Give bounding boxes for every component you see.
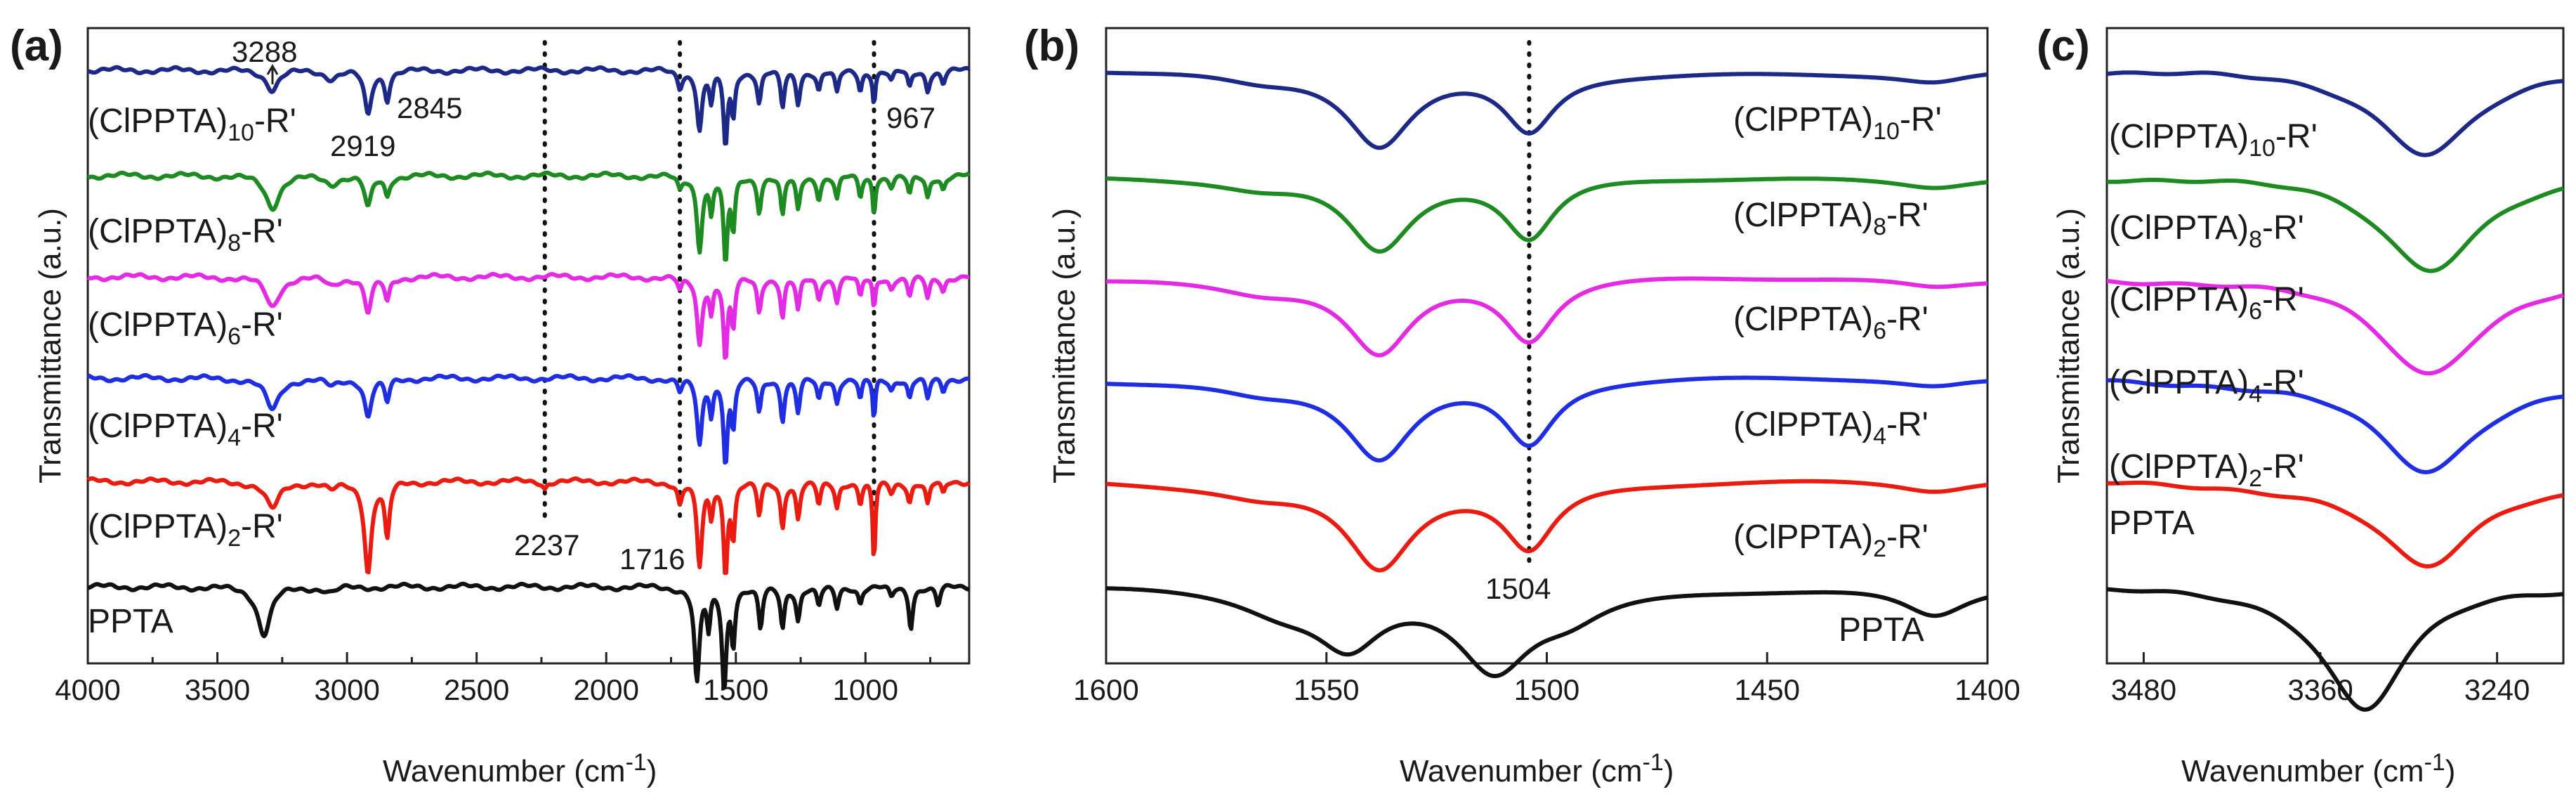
panel-c: (c) 3480 3360 3240 Wavenumber (cm-1) Trans… xyxy=(2037,22,2565,788)
series-line-a-5 xyxy=(86,581,971,690)
series-line-b-4 xyxy=(1105,479,1989,573)
x-tick-label-3500: 3500 xyxy=(185,673,250,706)
series-line-a-2 xyxy=(86,271,971,360)
annotation-2237: 2237 xyxy=(514,528,579,561)
panel-a: (a) 4000 3500 3000 2500 2000 1500 1000 Wavenum… xyxy=(10,22,971,788)
x-tick-label-4000: 4000 xyxy=(55,673,120,706)
series-line-b-1 xyxy=(1105,176,1989,254)
series-line-c-0 xyxy=(2105,70,2565,157)
x-tick-label-1550: 1550 xyxy=(1294,673,1359,706)
series-line-a-1 xyxy=(86,170,971,262)
x-tick-label-1400: 1400 xyxy=(1954,673,2020,706)
panel-b-y-axis-title: Transmittance (a.u.) xyxy=(1047,208,1082,483)
series-line-b-5 xyxy=(1105,586,1989,678)
panel-b-series-label-2: (ClPPTA)2-R' xyxy=(1733,519,1928,562)
panel-c-series-label-6: (ClPPTA)6-R' xyxy=(2109,281,2304,325)
panel-c-series-label-10: (ClPPTA)10-R' xyxy=(2109,118,2318,162)
panel-a-series-label-8: (ClPPTA)8-R' xyxy=(88,213,283,256)
panel-c-plot-frame xyxy=(2105,27,2565,665)
panel-b-series-label-8: (ClPPTA)8-R' xyxy=(1733,197,1928,240)
panel-b-label: (b) xyxy=(1024,22,1079,70)
annotation-3288-arrow xyxy=(266,64,279,84)
annotation-967: 967 xyxy=(886,101,935,134)
panel-b-series-label-10: (ClPPTA)10-R' xyxy=(1733,101,1942,145)
panel-c-series-label-2: (ClPPTA)2-R' xyxy=(2109,448,2304,492)
x-tick-label-1500: 1500 xyxy=(703,673,768,706)
series-line-a-0 xyxy=(86,65,971,146)
annotation-1716: 1716 xyxy=(619,543,685,576)
panel-a-label: (a) xyxy=(10,22,63,70)
series-line-c-5 xyxy=(2105,587,2565,712)
panel-a-y-axis-title: Transmittance (a.u.) xyxy=(33,208,67,483)
panel-a-series-label-2: (ClPPTA)2-R' xyxy=(88,508,283,552)
annotation-2919: 2919 xyxy=(330,129,395,162)
x-tick-label-3480: 3480 xyxy=(2111,673,2176,706)
panel-c-y-axis-title: Transmittance (a.u.) xyxy=(2051,208,2086,483)
panel-a-dotted-lines xyxy=(542,40,876,522)
panel-a-series-label-4: (ClPPTA)4-R' xyxy=(88,408,283,451)
panel-b-x-axis-title: Wavenumber (cm-1) xyxy=(1400,749,1674,788)
panel-c-label: (c) xyxy=(2037,22,2090,70)
x-tick-label-1450: 1450 xyxy=(1735,673,1800,706)
x-tick-label-2000: 2000 xyxy=(574,673,639,706)
x-tick-label-1000: 1000 xyxy=(833,673,898,706)
panel-a-x-ticks: 4000 3500 3000 2500 2000 1500 1000 xyxy=(55,652,932,706)
series-line-b-0 xyxy=(1105,70,1989,150)
panel-a-series-label-6: (ClPPTA)6-R' xyxy=(88,306,283,350)
panel-b-series-label-ppta: PPTA xyxy=(1839,611,1924,649)
x-tick-label-1500: 1500 xyxy=(1514,673,1579,706)
series-line-c-2 xyxy=(2105,278,2565,376)
panel-a-x-axis-title: Wavenumber (cm-1) xyxy=(383,749,657,788)
panel-b: (b) 1600 1550 1500 1450 1400 Wavenumber (cm-… xyxy=(1024,22,2020,788)
panel-a-series-label-10: (ClPPTA)10-R' xyxy=(88,103,296,146)
annotation-3288: 3288 xyxy=(232,35,297,68)
panel-a-series-label-ppta: PPTA xyxy=(88,603,173,640)
panel-c-x-axis-title: Wavenumber (cm-1) xyxy=(2181,749,2455,788)
x-tick-label-2500: 2500 xyxy=(444,673,509,706)
panel-b-x-ticks: 1600 1550 1500 1450 1400 xyxy=(1073,652,2020,706)
x-tick-label-3000: 3000 xyxy=(314,673,379,706)
panel-c-series-label-ppta: PPTA xyxy=(2109,505,2195,542)
series-line-a-4 xyxy=(86,476,971,576)
panel-b-series-label-6: (ClPPTA)6-R' xyxy=(1733,301,1928,344)
panel-c-curves xyxy=(2105,70,2565,712)
series-line-a-3 xyxy=(86,372,971,465)
series-line-b-2 xyxy=(1105,276,1989,358)
annotation-2845: 2845 xyxy=(397,91,462,124)
panel-a-curves xyxy=(86,65,971,690)
panel-a-plot-frame xyxy=(86,27,971,665)
series-line-c-1 xyxy=(2105,178,2565,273)
series-line-c-4 xyxy=(2105,480,2565,569)
series-line-c-3 xyxy=(2105,378,2565,474)
panel-c-series-label-8: (ClPPTA)8-R' xyxy=(2109,209,2304,253)
panel-b-curves xyxy=(1105,70,1989,678)
x-tick-label-1600: 1600 xyxy=(1073,673,1138,706)
panel-c-series-label-4: (ClPPTA)4-R' xyxy=(2109,364,2304,408)
x-tick-label-3240: 3240 xyxy=(2464,673,2530,706)
panel-b-series-label-4: (ClPPTA)4-R' xyxy=(1733,406,1928,450)
annotation-1504: 1504 xyxy=(1485,572,1551,605)
series-line-b-3 xyxy=(1105,375,1989,463)
